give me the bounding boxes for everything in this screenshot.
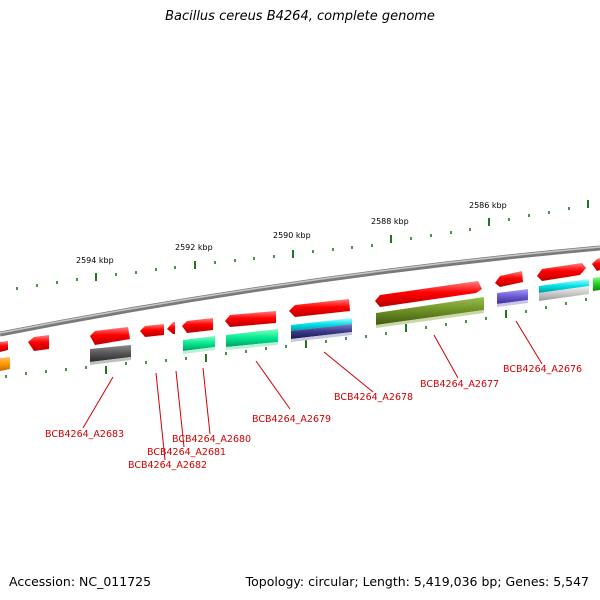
- feature-block-green-shadow: [183, 347, 215, 354]
- feature-block-green: [226, 329, 278, 347]
- scale-label: 2588 kbp: [371, 217, 409, 226]
- gene-arrow: [140, 324, 164, 337]
- gene-label: BCB4264_A2682: [128, 460, 207, 471]
- callout-line: [515, 320, 543, 365]
- genome-backbone: [0, 245, 600, 337]
- callout-line: [323, 351, 374, 393]
- scale-label: 2590 kbp: [273, 231, 311, 240]
- scale-label: 2594 kbp: [76, 256, 114, 265]
- gene-label: BCB4264_A2677: [420, 379, 499, 390]
- gene-arrow: [225, 311, 276, 327]
- feature-block-olive-shadow: [376, 310, 484, 328]
- map-title: Bacillus cereus B4264, complete genome: [165, 9, 435, 24]
- gene-arrow: [90, 327, 130, 345]
- feature-block-lightgray: [539, 286, 589, 301]
- gene-arrow: [537, 263, 586, 281]
- gene-arrow: [495, 271, 523, 287]
- gene-label: BCB4264_A2678: [334, 392, 413, 403]
- callout-line: [82, 376, 114, 429]
- gene-features: [0, 258, 600, 352]
- feature-block-gray: [90, 345, 131, 362]
- callout-line: [202, 367, 211, 435]
- gene-label: BCB4264_A2680: [172, 434, 251, 445]
- feature-block-limegreen: [593, 277, 600, 291]
- feature-block-navy-shadow: [291, 332, 352, 342]
- outer-scale-ticks: [16, 200, 589, 290]
- callout-line: [255, 360, 291, 410]
- feature-block-purple: [497, 289, 528, 304]
- gene-arrow: [375, 281, 482, 307]
- gene-arrow: [167, 322, 175, 334]
- gene-callouts: [82, 320, 543, 461]
- feature-block-gray-shadow: [90, 357, 131, 365]
- feature-block-green: [183, 336, 215, 351]
- gene-arrow: [592, 258, 600, 271]
- callout-line: [175, 370, 185, 448]
- accession-text: Accession: NC_011725: [9, 574, 152, 589]
- gene-arrow: [0, 341, 8, 352]
- feature-blocks: [0, 277, 600, 371]
- gene-label: BCB4264_A2676: [503, 364, 582, 375]
- feature-block-cyan: [291, 318, 352, 331]
- gene-arrow: [289, 299, 350, 317]
- gene-arrow: [182, 318, 213, 333]
- gene-label: BCB4264_A2681: [147, 447, 226, 458]
- callout-line: [155, 372, 166, 461]
- topology-text: Topology: circular; Length: 5,419,036 bp…: [245, 574, 589, 589]
- scale-label: 2592 kbp: [175, 243, 213, 252]
- gene-arrow: [28, 335, 49, 351]
- gene-label: BCB4264_A2683: [45, 429, 124, 440]
- feature-block-purple-shadow: [497, 300, 528, 307]
- inner-scale-ticks: [5, 298, 587, 378]
- callout-line: [433, 334, 459, 379]
- feature-block-olive: [376, 297, 484, 325]
- feature-block-navy: [291, 324, 352, 339]
- scale-label: 2586 kbp: [469, 201, 507, 210]
- genome-backbone-highlight: [0, 246, 600, 334]
- feature-block-cyan: [539, 279, 589, 293]
- gene-label: BCB4264_A2679: [252, 414, 331, 425]
- feature-block-orange: [0, 357, 10, 371]
- feature-block-green-shadow: [226, 342, 278, 350]
